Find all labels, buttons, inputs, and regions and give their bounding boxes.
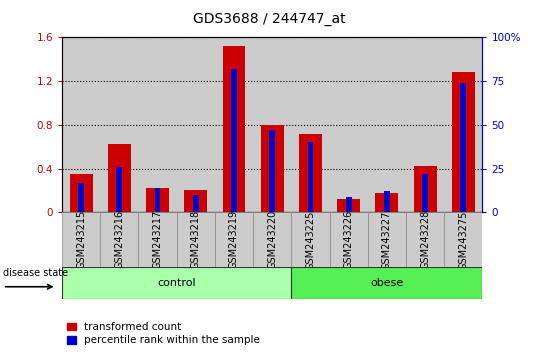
Text: GSM243219: GSM243219 xyxy=(229,210,239,269)
Bar xyxy=(184,190,207,212)
Bar xyxy=(62,267,291,299)
Bar xyxy=(329,212,368,267)
Bar xyxy=(422,174,428,212)
Text: GSM243225: GSM243225 xyxy=(306,210,315,269)
Bar xyxy=(444,212,482,267)
Bar xyxy=(346,196,351,212)
Bar xyxy=(116,167,122,212)
Bar xyxy=(337,199,360,212)
Bar xyxy=(177,212,215,267)
Bar xyxy=(413,166,437,212)
Bar xyxy=(215,212,253,267)
Bar xyxy=(253,212,291,267)
Bar xyxy=(100,212,139,267)
Text: GSM243227: GSM243227 xyxy=(382,210,392,269)
Bar xyxy=(261,125,284,212)
Bar xyxy=(375,193,398,212)
Bar xyxy=(108,144,131,212)
Bar xyxy=(70,174,93,212)
Bar xyxy=(193,195,199,212)
Bar xyxy=(62,212,100,267)
Bar xyxy=(291,267,482,299)
Bar xyxy=(291,212,329,267)
Bar xyxy=(78,183,84,212)
Bar xyxy=(368,212,406,267)
Text: GSM243220: GSM243220 xyxy=(267,210,277,269)
Text: GSM243218: GSM243218 xyxy=(191,210,201,269)
Bar xyxy=(223,46,245,212)
Bar xyxy=(384,192,390,212)
Bar xyxy=(139,212,177,267)
Text: disease state: disease state xyxy=(3,268,68,278)
Text: GDS3688 / 244747_at: GDS3688 / 244747_at xyxy=(193,12,346,27)
Bar xyxy=(460,83,466,212)
Legend: transformed count, percentile rank within the sample: transformed count, percentile rank withi… xyxy=(67,322,260,345)
Text: GSM243215: GSM243215 xyxy=(76,210,86,269)
Bar xyxy=(155,188,161,212)
Bar xyxy=(231,69,237,212)
Text: GSM243226: GSM243226 xyxy=(344,210,354,269)
Text: GSM243216: GSM243216 xyxy=(114,210,125,269)
Bar xyxy=(270,130,275,212)
Text: GSM243217: GSM243217 xyxy=(153,210,163,269)
Text: GSM243275: GSM243275 xyxy=(458,210,468,269)
Bar xyxy=(299,133,322,212)
Text: control: control xyxy=(157,278,196,288)
Bar xyxy=(308,142,313,212)
Bar xyxy=(452,72,475,212)
Text: obese: obese xyxy=(370,278,404,288)
Bar xyxy=(146,188,169,212)
Bar xyxy=(406,212,444,267)
Text: GSM243228: GSM243228 xyxy=(420,210,430,269)
